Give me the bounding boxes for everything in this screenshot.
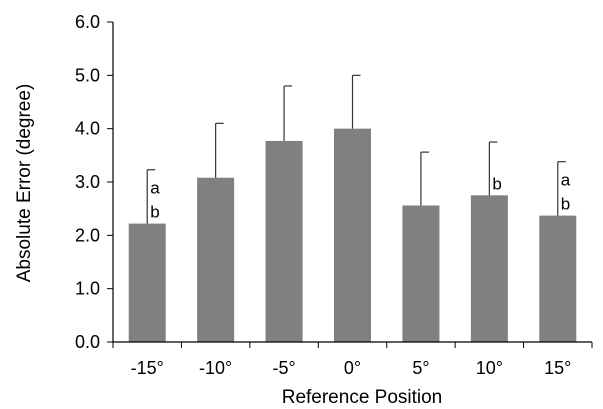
bar — [334, 128, 371, 342]
significance-labels: ba bba — [150, 171, 571, 222]
bar — [539, 215, 577, 342]
y-tick-label: 6.0 — [75, 12, 100, 32]
bar — [402, 205, 440, 342]
x-tick-label: -5° — [272, 358, 295, 378]
y-tick-label: 0.0 — [75, 332, 100, 352]
y-tick-label: 2.0 — [75, 225, 100, 245]
x-tick-label: 10° — [476, 358, 503, 378]
significance-letter: a — [150, 179, 160, 198]
x-tick-label: 15° — [544, 358, 571, 378]
bar — [128, 223, 166, 342]
y-tick-label: 4.0 — [75, 119, 100, 139]
y-axis-title: Absolute Error (degree) — [14, 84, 35, 283]
bar — [197, 177, 235, 342]
x-tick-label: 5° — [412, 358, 429, 378]
y-tick-label: 5.0 — [75, 65, 100, 85]
bar — [265, 140, 303, 342]
axes-layer — [107, 21, 593, 348]
significance-letter: b — [561, 195, 570, 214]
x-tick-label: 0° — [344, 358, 361, 378]
y-tick-label: 3.0 — [75, 172, 100, 192]
bars-layer — [128, 128, 577, 342]
significance-letter: b — [492, 174, 501, 193]
significance-letter: b — [150, 203, 159, 222]
error-bars-layer — [146, 74, 566, 224]
bar — [470, 195, 508, 342]
x-tick-label: -15° — [131, 358, 164, 378]
y-tick-label: 1.0 — [75, 279, 100, 299]
x-tick-labels: -15° -10° -5° 0° 5° 10° 15° — [131, 358, 572, 378]
x-axis-title: Reference Position — [282, 387, 443, 408]
x-tick-label: -10° — [199, 358, 232, 378]
y-tick-labels: 0.0 1.0 2.0 3.0 4.0 5.0 6.0 — [75, 12, 100, 352]
significance-letter: a — [561, 171, 571, 190]
